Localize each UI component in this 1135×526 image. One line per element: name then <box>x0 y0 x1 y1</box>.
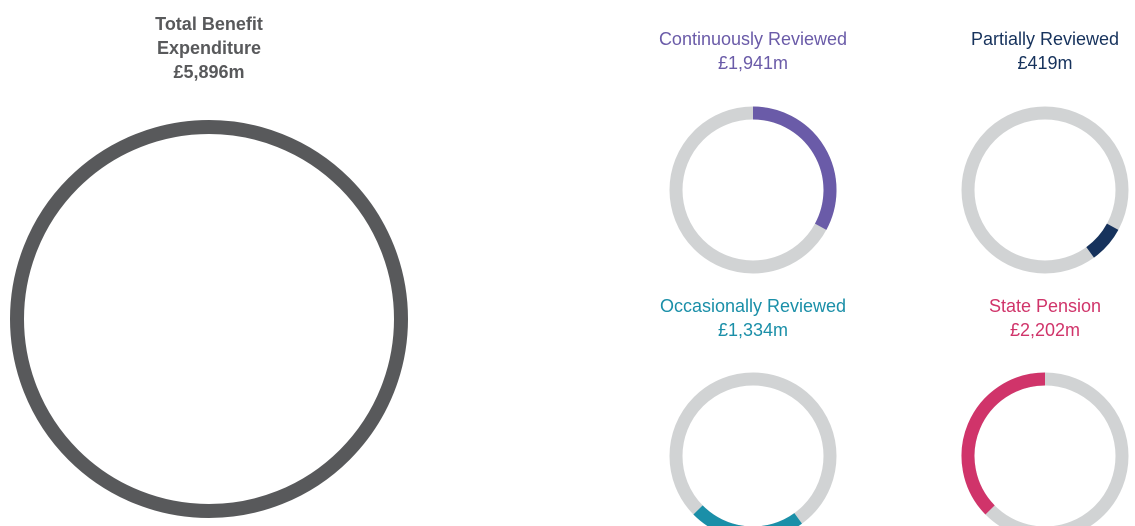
ring-segment <box>693 505 802 526</box>
value-label: £2,202m <box>1009 320 1081 340</box>
ring-segment <box>961 372 1046 515</box>
category-label: Partially Reviewed <box>970 29 1120 49</box>
category-label: Continuously Reviewed <box>658 29 848 49</box>
value-label: £1,334m <box>717 320 789 340</box>
value-label: £419m <box>1017 53 1073 73</box>
total-ring <box>10 120 408 518</box>
total-value: £5,896m <box>173 62 245 82</box>
ring-track <box>669 372 837 526</box>
value-label: £1,941m <box>717 53 789 73</box>
ring-segment <box>752 106 837 230</box>
ring-segment <box>1086 223 1119 258</box>
category-label: State Pension <box>988 296 1102 316</box>
category-label: Occasionally Reviewed <box>659 296 847 316</box>
total-title: Total Benefit Expenditure <box>155 14 263 58</box>
ring-track <box>961 106 1129 274</box>
